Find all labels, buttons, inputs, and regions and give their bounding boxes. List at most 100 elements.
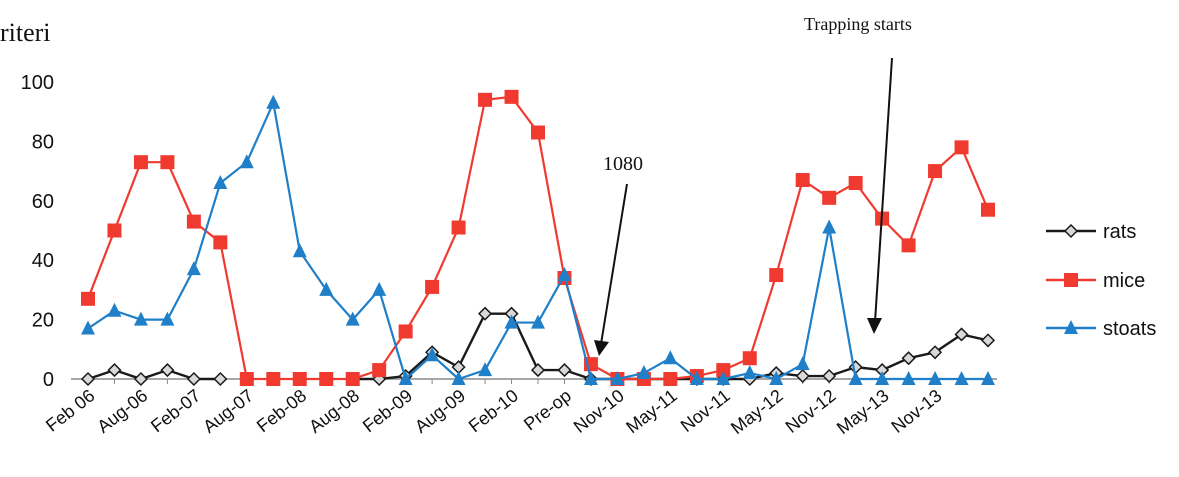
stoats-point <box>636 365 651 380</box>
mice-point <box>901 238 916 253</box>
legend-item-rats: rats <box>1046 221 1136 243</box>
rats-point <box>954 327 969 342</box>
x-tick-label: Aug-06 <box>93 385 151 436</box>
mice-point <box>531 125 545 140</box>
stoats-point <box>504 314 519 329</box>
y-tick-label: 0 <box>43 369 54 391</box>
stoats-point <box>478 362 493 377</box>
y-tick-label: 40 <box>32 250 54 272</box>
x-tick-label: Nov-11 <box>677 385 734 436</box>
x-tick-label: Feb 06 <box>42 385 98 435</box>
annotations: Trapping starts 1080 <box>594 14 912 356</box>
rats-point <box>477 306 493 321</box>
stoats-point <box>1064 320 1078 334</box>
mice-point <box>954 140 969 155</box>
x-tick-label: Nov-13 <box>887 385 945 436</box>
y-axis-ticks: 0 20 40 60 80 100 <box>21 72 54 391</box>
y-tick-label: 100 <box>21 72 54 94</box>
mice-point <box>663 372 678 386</box>
mice-point <box>133 155 148 170</box>
stoats-point <box>451 371 466 385</box>
stoats-point <box>345 311 360 326</box>
stoats-point <box>981 371 995 385</box>
y-tick-label: 60 <box>32 191 54 213</box>
mice-point <box>345 372 360 386</box>
rats-point <box>186 371 201 387</box>
x-tick-label: May-13 <box>833 385 893 438</box>
rats-point <box>107 363 122 378</box>
partial-chart-title: riteri <box>0 18 51 47</box>
rats-point <box>133 371 149 387</box>
stoats-point <box>292 243 307 258</box>
rats-point <box>927 345 943 360</box>
stoats-point <box>531 314 545 329</box>
stoats-series <box>81 94 995 385</box>
mice-point <box>742 351 757 366</box>
x-tick-label: Nov-12 <box>782 385 840 436</box>
mice-point <box>425 279 440 294</box>
mice-point <box>186 214 201 229</box>
mice-point <box>372 363 387 378</box>
stoats-point <box>769 371 784 385</box>
rats-point <box>980 333 996 348</box>
stoats-point <box>81 320 95 335</box>
stoats-point <box>319 281 334 296</box>
x-tick-label: Aug-09 <box>411 385 469 436</box>
mice-point <box>451 220 466 235</box>
1080-arrow-line <box>600 183 628 345</box>
stoats-point <box>186 261 201 276</box>
stoats-point <box>239 154 254 169</box>
mice-point <box>213 235 228 250</box>
1080-arrowhead <box>594 340 609 356</box>
x-tick-label: Aug-08 <box>305 385 363 436</box>
trapping-starts-arrow-line <box>874 57 893 323</box>
legend-label-mice: mice <box>1103 270 1145 292</box>
rats-point <box>213 371 228 387</box>
mice-point <box>848 175 863 190</box>
rats-point <box>901 351 916 366</box>
stoats-point <box>160 311 175 326</box>
stoats-point <box>610 371 625 385</box>
x-tick-label: Feb-07 <box>147 385 204 436</box>
stoats-point <box>716 371 731 385</box>
rats-point <box>80 371 96 387</box>
x-tick-label: May-12 <box>727 385 787 438</box>
stoats-point <box>954 371 969 385</box>
rats-point <box>557 363 572 378</box>
x-axis-ticks: Feb 06Aug-06Feb-07Aug-07Feb-08Aug-08Feb-… <box>42 379 989 438</box>
stoats-point <box>663 350 678 365</box>
rats-point <box>1063 223 1079 239</box>
mice-point <box>822 190 837 205</box>
legend-label-rats: rats <box>1103 221 1136 243</box>
rats-point <box>530 363 546 378</box>
trapping-starts-annotation: Trapping starts <box>804 14 912 34</box>
plot-series <box>80 89 996 387</box>
stoats-point <box>928 371 943 385</box>
x-tick-label: Feb-08 <box>253 385 310 436</box>
legend-label-stoats: stoats <box>1103 318 1156 340</box>
y-tick-label: 20 <box>32 310 54 332</box>
stoats-point <box>901 371 916 385</box>
stoats-point <box>133 311 148 326</box>
y-tick-label: 80 <box>32 131 54 153</box>
stoats-point <box>795 356 810 371</box>
mice-point <box>769 268 784 283</box>
x-tick-label: Feb-10 <box>465 385 522 436</box>
legend: rats mice stoats <box>1046 221 1156 340</box>
stoats-point <box>266 94 281 109</box>
stoats-point <box>107 302 122 317</box>
mice-point <box>716 363 731 378</box>
stoats-point <box>425 347 440 362</box>
mice-point <box>504 89 519 104</box>
stoats-point <box>848 371 863 385</box>
stoats-point <box>557 267 572 282</box>
trapping-starts-arrowhead <box>867 318 882 334</box>
x-tick-label: May-11 <box>622 385 681 437</box>
rats-line <box>86 368 222 381</box>
mice-point <box>928 164 943 179</box>
x-tick-label: Pre-op <box>520 385 575 434</box>
mice-point <box>107 223 122 238</box>
stoats-point <box>583 371 598 385</box>
stoats-point <box>875 371 890 385</box>
